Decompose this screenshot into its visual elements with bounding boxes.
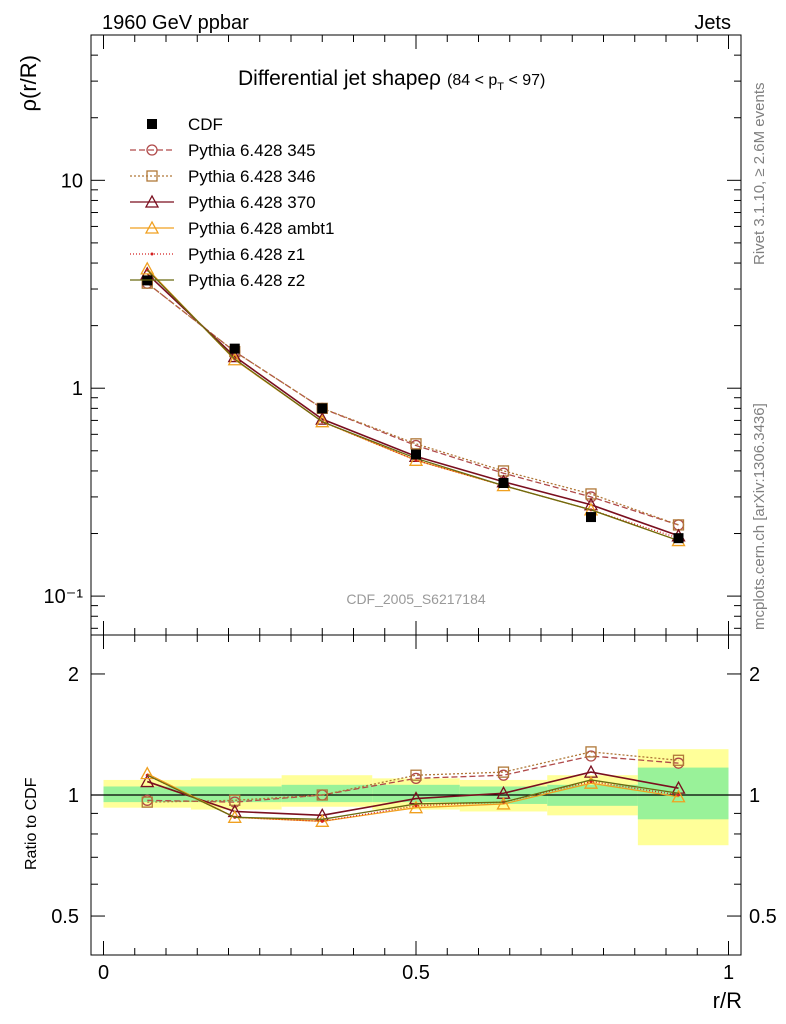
ratio-y-tick-label-right: 2 [749,664,760,686]
legend-marker [147,119,157,129]
ratio-y-tick-label-right: 0.5 [749,906,777,928]
data-point [586,512,596,523]
data-series [142,275,684,544]
ratio-series-point [583,775,599,789]
series-line [146,282,679,526]
legend-marker [146,144,158,156]
ratio-series-line [147,755,679,803]
series-point [227,352,242,366]
ratio-y-tick-label-right: 1 [749,785,760,807]
series-2 [140,266,686,542]
ratio-series-point [316,789,328,801]
ratio-series-point [140,774,155,788]
series-3 [140,261,686,547]
data-point [229,343,240,354]
y-axis-label: ρ(r/R) [16,55,41,112]
y-tick-label: 10⁻¹ [44,586,84,608]
chart-title-range: (84 < p [447,72,497,89]
ratio-series-point [677,793,680,797]
legend-label: Pythia 6.428 345 [188,141,316,160]
x-axis-label: r/R [713,988,742,1013]
data-point [317,403,328,414]
side-source-label: mcplots.cern.ch [arXiv:1306.3436] [751,403,768,630]
legend-label: Pythia 6.428 z2 [188,271,305,290]
uncertainty-band-inner [191,786,282,803]
ratio-y-tick-label: 2 [68,664,79,686]
header-energy-label: 1960 GeV ppbar [102,12,249,34]
ratio-series-point [408,800,424,814]
main-panel: 10⁻¹ 1 10 ρ(r/R) Differential jet shapeρ (84 … [16,34,742,636]
legend-label: Pythia 6.428 ambt1 [188,219,334,238]
ratio-y-tick-label: 0.5 [51,906,79,928]
ratio-series-point [320,819,324,823]
ratio-series-point [672,754,685,766]
x-tick-label: 0.5 [402,962,430,984]
ratio-series-point [410,769,422,781]
ratio-series-point [140,766,155,780]
ratio-series-point [497,766,510,778]
chart-title-main: Differential jet shapeρ [238,67,441,90]
legend-label: CDF [188,115,223,134]
ratio-series-point [141,796,153,808]
legend-marker [150,252,154,256]
series-line [146,282,679,526]
series-4 [145,268,680,540]
ratio-series-line [146,774,679,820]
series-1 [141,277,685,531]
ratio-plot-frame [90,634,742,956]
series-point [140,261,155,275]
legend-label: Pythia 6.428 370 [188,193,316,212]
legend-marker [144,220,160,234]
ratio-series-point [414,804,418,808]
series-point [315,411,330,425]
ratio-series-point [585,746,597,758]
side-version-label: Rivet 3.1.10, ≥ 2.6M events [751,83,768,266]
chart-title-range-end: < 97) [504,72,545,89]
analysis-id-watermark: CDF_2005_S6217184 [346,591,486,607]
data-point [673,533,684,544]
legend-label: Pythia 6.428 346 [188,167,316,186]
ratio-series-point [315,813,330,827]
ratio-y-tick-label: 1 [68,785,79,807]
ratio-series-line [147,751,679,803]
y-tick-label: 10 [61,170,83,192]
series-0 [141,277,685,531]
ratio-series-5 [146,774,679,820]
uncertainty-band-inner [103,786,191,803]
legend-marker [144,194,160,208]
header-process-label: Jets [694,12,731,34]
ratio-panel: 0.5 0.5 1 1 2 2 0 0.5 1 Ratio to CDF r/R [23,634,777,1013]
chart-title: Differential jet shapeρ (84 < pT < 97) [238,67,545,93]
ratio-y-axis-label: Ratio to CDF [23,777,40,870]
ratio-series-point [496,796,511,810]
legend-marker [146,170,158,182]
x-tick-label: 0 [98,962,109,984]
chart-title-subscript: T [497,81,504,93]
data-point [411,449,421,460]
series-line [146,269,679,539]
legend: CDF Pythia 6.428 345 Pythia 6.428 346 Pythi… [130,115,334,290]
y-tick-label: 1 [72,378,83,400]
series-point [315,414,330,428]
ratio-series-point [671,789,686,803]
series-point [410,438,422,450]
data-point [498,477,509,488]
legend-label: Pythia 6.428 z1 [188,245,305,264]
series-point [414,458,418,462]
x-tick-label: 1 [723,962,734,984]
